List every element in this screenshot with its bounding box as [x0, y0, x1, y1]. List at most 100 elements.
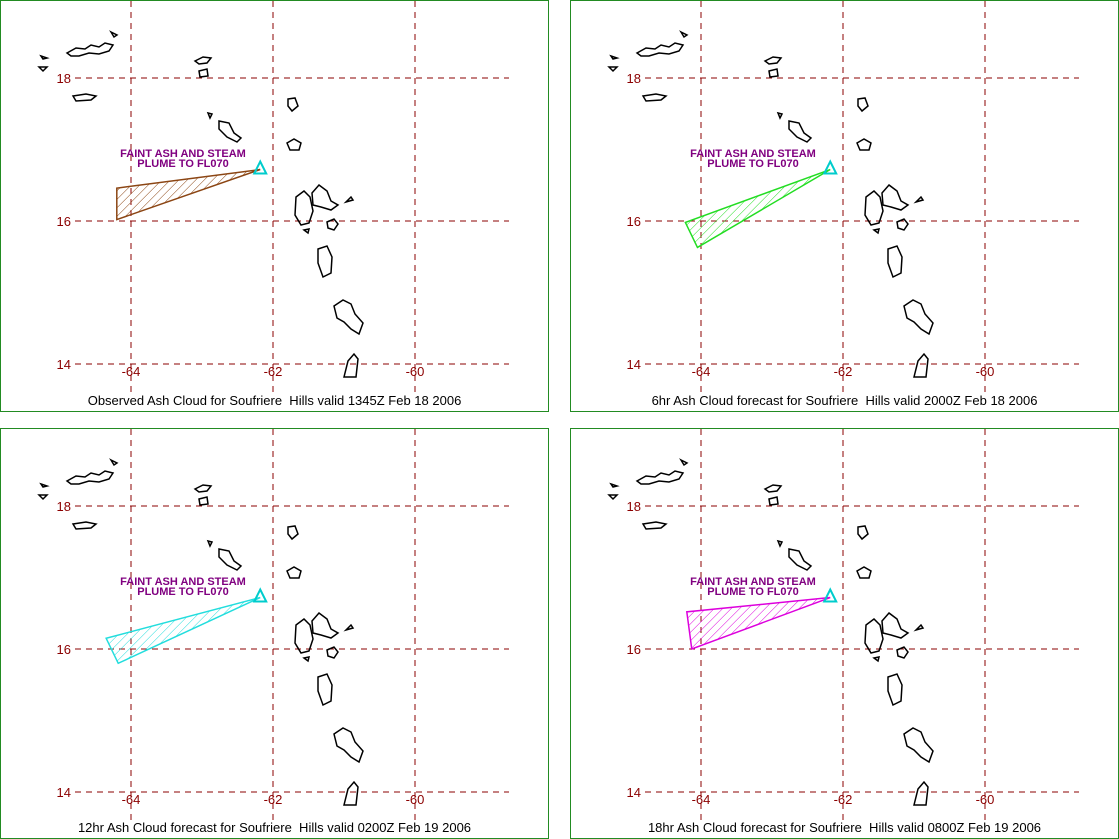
- lat-tick-label: 14: [57, 785, 71, 800]
- island-outline: [857, 525, 869, 541]
- ash-cloud-polygon: [116, 168, 261, 221]
- island-outline: [857, 97, 869, 113]
- lon-tick-label: -62: [264, 792, 283, 807]
- map-canvas: -64 -62 -60 18 16 14 FAINT ASH AND STEAMPLUME …: [607, 429, 1079, 821]
- island-outline: [343, 352, 359, 378]
- island-outline: [39, 54, 50, 60]
- island-outline: [607, 494, 619, 501]
- island-outline: [864, 618, 884, 654]
- lon-tick-label: -62: [264, 364, 283, 379]
- lon-tick-label: -64: [122, 792, 141, 807]
- island-outline: [881, 611, 910, 639]
- island-outline: [198, 496, 209, 506]
- island-outline: [641, 93, 668, 102]
- plume-annotation: PLUME TO FL070: [137, 586, 228, 598]
- lat-tick-label: 14: [627, 785, 641, 800]
- island-outline: [193, 484, 213, 493]
- island-outline: [333, 727, 364, 764]
- island-outline: [198, 68, 209, 78]
- island-outline: [37, 66, 49, 73]
- island-outline: [109, 30, 119, 39]
- panel-caption: 6hr Ash Cloud forecast for Soufriere Hil…: [651, 393, 1038, 408]
- panel-caption: 12hr Ash Cloud forecast for Soufriere Hi…: [77, 820, 472, 835]
- island-outline: [887, 673, 903, 707]
- plume-annotation: PLUME TO FL070: [707, 158, 798, 170]
- island-outline: [609, 54, 620, 60]
- plume-annotation: FAINT ASH AND STEAM: [120, 148, 246, 160]
- island-outline: [763, 484, 783, 493]
- lon-tick-label: -62: [834, 364, 853, 379]
- island-outline: [609, 482, 620, 488]
- island-outline: [287, 97, 299, 113]
- lat-tick-label: 18: [57, 499, 71, 514]
- island-outline: [39, 482, 50, 488]
- lon-tick-label: -60: [406, 792, 425, 807]
- island-outline: [109, 458, 119, 467]
- island-outline: [768, 68, 779, 78]
- island-outline: [768, 496, 779, 506]
- island-outline: [294, 618, 314, 654]
- lon-tick-label: -64: [122, 364, 141, 379]
- island-outline: [218, 548, 243, 571]
- island-outline: [294, 190, 314, 226]
- island-outline: [343, 623, 355, 632]
- map-canvas: -64 -62 -60 18 16 14 FAINT ASH AND STEAMPLUME …: [37, 429, 509, 821]
- island-outline: [679, 458, 689, 467]
- island-outline: [343, 780, 359, 806]
- island-outline: [913, 195, 925, 204]
- island-outline: [326, 218, 339, 231]
- island-outline: [343, 195, 355, 204]
- plume-annotation: FAINT ASH AND STEAM: [120, 576, 246, 588]
- lat-tick-label: 16: [57, 642, 71, 657]
- island-outline: [763, 56, 783, 65]
- island-outline: [311, 611, 340, 639]
- island-outline: [65, 470, 115, 485]
- island-outline: [913, 623, 925, 632]
- island-outline: [872, 228, 881, 235]
- island-outline: [913, 352, 929, 378]
- volcano-marker-icon: [252, 159, 268, 175]
- island-outline: [896, 218, 909, 231]
- volcano-marker-icon: [822, 159, 838, 175]
- lat-tick-label: 18: [627, 499, 641, 514]
- island-outline: [206, 111, 214, 120]
- island-outline: [776, 111, 784, 120]
- island-outline: [679, 30, 689, 39]
- lat-tick-label: 16: [627, 642, 641, 657]
- panel-caption: Observed Ash Cloud for Soufriere Hills v…: [87, 393, 462, 408]
- map-panel-observed: -64 -62 -60 18 16 14 FAINT ASH AND STEAM PLUME …: [0, 0, 549, 412]
- plume-annotation: FAINT ASH AND STEAM: [690, 576, 816, 588]
- island-outline: [856, 566, 872, 579]
- island-outline: [287, 525, 299, 541]
- island-outline: [872, 656, 881, 663]
- island-outline: [788, 548, 813, 571]
- lon-tick-label: -62: [834, 792, 853, 807]
- map-canvas: -64 -62 -60 18 16 14 FAINT ASH AND STEAMPLUME …: [37, 1, 509, 394]
- ash-cloud-polygon: [105, 596, 261, 665]
- lat-tick-label: 16: [627, 214, 641, 229]
- island-outline: [903, 727, 934, 764]
- map-panel-18hr-forecast: -64 -62 -60 18 16 14 FAINT ASH AND STEAM PLUME …: [570, 428, 1119, 839]
- island-outline: [302, 656, 311, 663]
- map-canvas: -64 -62 -60 18 16 14 FAINT ASH AND STEAMPLUME …: [607, 1, 1079, 394]
- lat-tick-label: 14: [627, 357, 641, 372]
- lat-tick-label: 18: [627, 71, 641, 86]
- island-outline: [864, 190, 884, 226]
- island-outline: [286, 138, 302, 151]
- island-outline: [206, 539, 214, 548]
- island-outline: [788, 120, 813, 143]
- lon-tick-label: -60: [976, 792, 995, 807]
- volcano-marker-icon: [252, 587, 268, 603]
- lat-tick-label: 16: [57, 214, 71, 229]
- island-outline: [71, 521, 98, 530]
- plume-annotation: PLUME TO FL070: [137, 158, 228, 170]
- lat-tick-label: 14: [57, 357, 71, 372]
- island-outline: [37, 494, 49, 501]
- island-outline: [311, 183, 340, 211]
- island-outline: [887, 245, 903, 279]
- island-outline: [607, 66, 619, 73]
- island-outline: [903, 299, 934, 336]
- island-outline: [881, 183, 910, 211]
- island-outline: [218, 120, 243, 143]
- island-outline: [317, 245, 333, 279]
